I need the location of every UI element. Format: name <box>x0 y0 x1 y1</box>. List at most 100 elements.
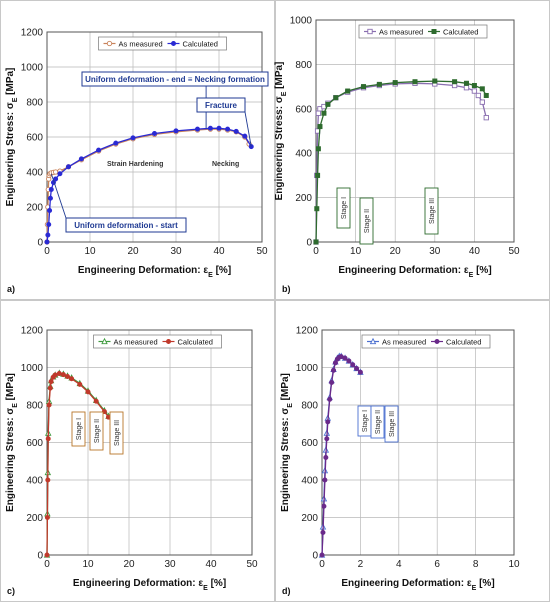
x-tick-label: 50 <box>256 246 268 257</box>
data-point <box>361 84 367 90</box>
data-point <box>45 477 51 483</box>
legend-entry: As measured <box>114 337 158 346</box>
legend-entry: Calculated <box>443 27 478 36</box>
x-axis-label-sub: E <box>469 272 474 279</box>
data-point <box>325 101 331 107</box>
x-tick-label: 4 <box>396 559 402 570</box>
annotation: Stage II <box>359 197 374 245</box>
data-point <box>483 92 489 98</box>
annotation-box <box>81 71 269 87</box>
annotation-text: Uniform deformation - end ≡ Necking form… <box>85 75 265 84</box>
data-point <box>53 176 59 182</box>
series-2 <box>319 354 363 558</box>
data-point <box>350 362 356 368</box>
data-point <box>346 358 352 364</box>
data-point <box>325 419 331 425</box>
annotation-text: Stage II <box>375 410 382 434</box>
x-tick-label: 8 <box>473 559 479 570</box>
annotation-box <box>336 187 351 229</box>
data-point <box>44 552 50 558</box>
data-point <box>392 80 398 86</box>
x-axis-label: Engineering Deformation: εE [%] <box>78 265 231 279</box>
y-tick-label: 0 <box>306 238 312 249</box>
annotation: Stage III <box>384 405 399 443</box>
legend-swatch-marker <box>166 338 172 344</box>
data-point <box>47 385 53 391</box>
panel-border <box>0 0 275 300</box>
data-point <box>357 369 363 375</box>
x-tick-label: 10 <box>84 246 96 257</box>
x-tick-label: 30 <box>164 559 176 570</box>
x-axis-label-sub: E <box>203 585 208 592</box>
x-tick-label: 40 <box>213 246 225 257</box>
y-axis-label-unit: [MPa] <box>5 373 16 403</box>
y-tick-label: 0 <box>37 551 43 562</box>
y-tick-label: 1000 <box>290 16 313 27</box>
x-tick-label: 30 <box>429 246 441 257</box>
legend-swatch-marker <box>369 337 377 345</box>
data-point <box>321 503 327 509</box>
y-axis-label-unit: [MPa] <box>280 373 291 403</box>
x-axis-label-unit: [%] <box>473 265 491 276</box>
data-point <box>48 379 54 385</box>
y-axis-label-sub: E <box>287 403 294 408</box>
data-point <box>130 135 136 141</box>
data-point <box>56 370 62 376</box>
data-point <box>173 128 179 134</box>
data-point <box>315 146 321 152</box>
y-tick-label: 1200 <box>21 326 44 337</box>
legend-entry: As measured <box>382 337 426 346</box>
legend-entry: Calculated <box>446 337 481 346</box>
data-point <box>354 365 360 371</box>
y-tick-label: 1200 <box>296 326 319 337</box>
data-point <box>45 436 51 442</box>
data-point <box>452 79 458 85</box>
annotation-box <box>370 405 385 439</box>
legend-entry: As measured <box>379 27 423 36</box>
data-point <box>471 88 478 94</box>
legend-swatch-marker <box>171 40 177 46</box>
y-tick-label: 0 <box>312 551 318 562</box>
x-tick-label: 40 <box>469 246 481 257</box>
x-tick-label: 0 <box>319 559 325 570</box>
data-point <box>85 389 91 395</box>
y-axis-label-unit: [MPa] <box>5 68 16 98</box>
data-point <box>315 110 322 116</box>
annotation-text: Stage I <box>341 197 348 219</box>
annotation-text: Stage II <box>94 419 101 443</box>
x-axis-label-unit: [%] <box>213 265 231 276</box>
annotation-text: Stage I <box>362 410 369 432</box>
data-point <box>315 172 321 178</box>
x-axis-label-sub: E <box>208 272 213 279</box>
data-point <box>471 82 477 88</box>
annotation-leader <box>244 111 252 147</box>
x-axis-label-main: Engineering Deformation: ε <box>78 265 209 276</box>
legend: As measured Calculated <box>98 36 227 51</box>
legend-entry: As measured <box>119 39 163 48</box>
data-point <box>207 125 213 131</box>
data-point <box>57 171 63 177</box>
y-axis-label: Engineering Stress: σE [MPa] <box>280 373 294 512</box>
y-tick-label: 200 <box>26 203 43 214</box>
x-tick-label: 0 <box>44 246 50 257</box>
annotation: Stage I <box>71 411 86 447</box>
data-point <box>47 208 53 214</box>
data-point <box>463 80 469 86</box>
annotation-box <box>109 411 124 455</box>
legend-swatch-marker <box>106 40 113 47</box>
data-point <box>242 133 248 139</box>
data-point <box>113 140 119 146</box>
data-point <box>93 398 99 404</box>
data-point <box>483 115 489 121</box>
y-axis-label: Engineering Stress: σE [MPa] <box>5 68 19 207</box>
y-tick-label: 800 <box>295 60 312 71</box>
y-axis-label-sub: E <box>281 91 288 96</box>
x-tick-label: 0 <box>44 559 50 570</box>
data-point <box>319 552 325 558</box>
annotation: Uniform deformation - start <box>50 173 187 233</box>
x-axis-label-main: Engineering Deformation: ε <box>338 265 469 276</box>
legend-box <box>358 24 488 39</box>
annotation-text: Stage II <box>364 209 371 233</box>
data-point <box>44 239 50 245</box>
